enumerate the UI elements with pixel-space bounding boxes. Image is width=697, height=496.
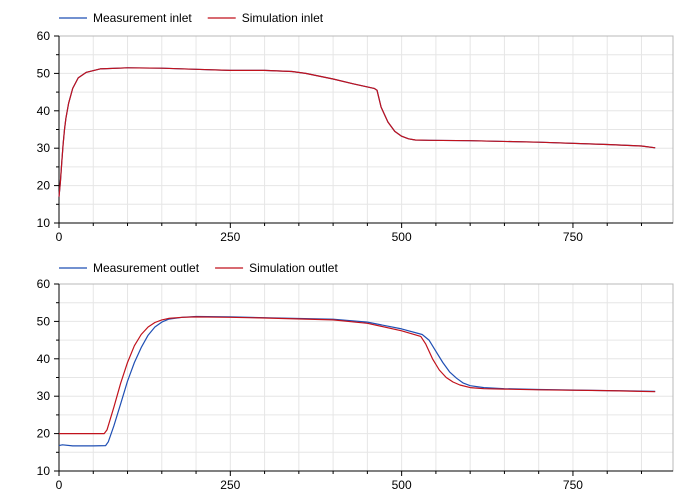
x-tick-label: 0 — [56, 478, 63, 492]
x-tick-label: 750 — [563, 230, 583, 244]
chart-panel-1: 0 250 500 750 10 20 30 40 50 60 Measurement inlet S… — [37, 11, 674, 244]
chart-panel-2: 0 250 500 750 10 20 30 40 50 60 Measurement outlet… — [37, 261, 674, 492]
legend-label: Simulation outlet — [249, 261, 338, 275]
y-tick-label: 20 — [37, 427, 51, 441]
y-tick-label: 60 — [37, 29, 51, 43]
y-tick-label: 50 — [37, 314, 51, 328]
series-line-measurement-inlet — [58, 67, 656, 197]
series-line-simulation-inlet — [58, 67, 656, 197]
series-line-measurement-outlet — [58, 315, 656, 447]
y-tick-label: 10 — [37, 464, 51, 478]
x-tick-label: 0 — [56, 230, 63, 244]
legend-label: Measurement inlet — [93, 11, 192, 25]
legend-label: Simulation inlet — [242, 11, 324, 25]
y-tick-label: 60 — [37, 277, 51, 291]
x-tick-label: 250 — [220, 230, 240, 244]
y-tick-label: 40 — [37, 104, 51, 118]
y-tick-label: 50 — [37, 66, 51, 80]
y-tick-label: 30 — [37, 389, 51, 403]
legend: Measurement outlet Simulation outlet — [59, 261, 338, 275]
y-tick-label: 40 — [37, 352, 51, 366]
x-tick-label: 750 — [563, 478, 583, 492]
y-tick-label: 10 — [37, 216, 51, 230]
legend-label: Measurement outlet — [93, 261, 200, 275]
x-tick-label: 500 — [392, 230, 412, 244]
y-tick-label: 20 — [37, 179, 51, 193]
x-tick-label: 250 — [220, 478, 240, 492]
y-tick-label: 30 — [37, 141, 51, 155]
x-tick-label: 500 — [392, 478, 412, 492]
legend: Measurement inlet Simulation inlet — [59, 11, 324, 25]
series-line-simulation-outlet — [59, 316, 656, 435]
